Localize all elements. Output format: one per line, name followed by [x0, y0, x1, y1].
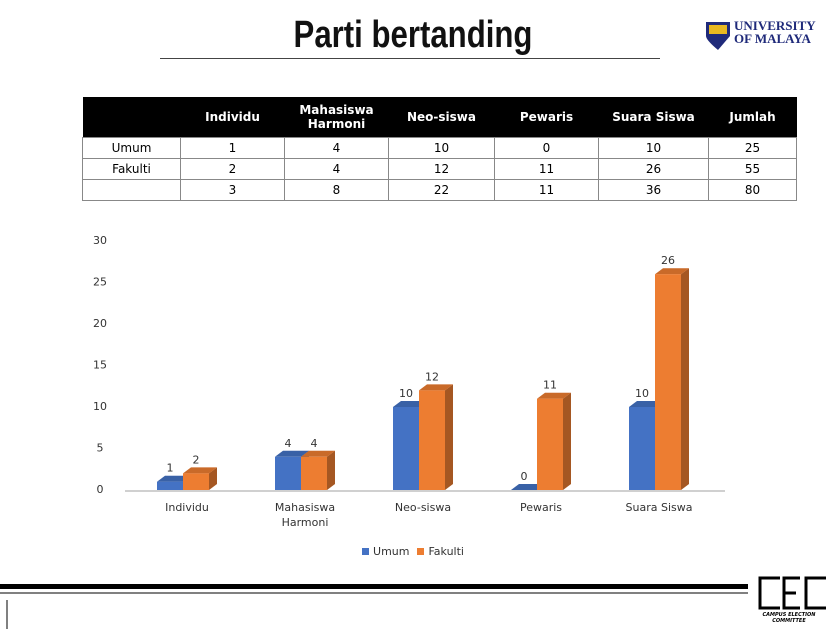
table-cell: 3: [180, 179, 285, 201]
bar: [537, 398, 563, 490]
table-row: Fakulti 2 4 12 11 26 55: [82, 158, 797, 180]
x-tick-label: Individu: [165, 501, 209, 514]
y-tick-label: 0: [97, 483, 104, 496]
bar-side: [563, 392, 571, 490]
logo-text: UNIVERSITY OF MALAYA: [734, 19, 816, 45]
table-row: Umum 1 4 10 0 10 25: [82, 137, 797, 159]
bar: [275, 456, 301, 490]
table-row: 3 8 22 11 36 80: [82, 179, 797, 201]
bar-top-shade: [183, 467, 217, 474]
x-tick-label: Mahasiswa Harmoni: [274, 501, 336, 529]
bar-side-shade: [681, 268, 689, 490]
legend-label: Umum: [373, 545, 410, 558]
header-row: Individu Mahasiswa Harmoni Neo-siswa Pewari…: [82, 97, 797, 138]
bar: [183, 473, 209, 490]
bar-top: [275, 450, 309, 457]
data-label: 11: [543, 379, 557, 392]
y-tick-label: 25: [93, 276, 107, 289]
data-label: 0: [521, 470, 528, 483]
bar: [157, 481, 183, 490]
legend-item: Fakulti: [417, 545, 464, 558]
data-label: 4: [311, 437, 318, 450]
footer-rule: [0, 584, 748, 589]
bar: [393, 407, 419, 490]
cec-caption: CAMPUS ELECTION COMMITTEE: [762, 612, 816, 624]
header-cell: Suara Siswa: [598, 97, 709, 138]
legend: Umum Fakulti: [0, 545, 826, 558]
bar-top: [537, 392, 571, 399]
header-cell: Individu: [180, 97, 285, 138]
bar-top-shade: [157, 475, 191, 482]
data-label: 2: [193, 453, 200, 466]
header-cell: Pewaris: [494, 97, 599, 138]
results-table: Individu Mahasiswa Harmoni Neo-siswa Pewari…: [82, 97, 797, 201]
bar-top: [393, 401, 427, 407]
legend-item: Umum: [362, 545, 409, 558]
bar: [629, 407, 655, 490]
bar-side-shade: [209, 467, 217, 490]
title-rule: [160, 58, 660, 59]
y-tick-label: 20: [93, 317, 107, 330]
bar-top-shade: [419, 384, 453, 391]
x-tick-label: Neo-siswa: [394, 501, 452, 514]
header-cell: Neo-siswa: [388, 97, 495, 138]
bar-top: [419, 384, 453, 391]
x-tick-label: Pewaris: [519, 501, 563, 514]
logo-shield-inner: [709, 25, 727, 34]
table-cell: 12: [388, 158, 495, 180]
legend-swatch: [362, 548, 370, 555]
bar-side: [209, 467, 217, 490]
x-tick-label: Suara Siswa: [625, 501, 693, 514]
bar-side: [327, 450, 335, 490]
logo-line: OF MALAYA: [734, 31, 811, 46]
table-body: Umum 1 4 10 0 10 25 Fakulti 2 4 12 11 26 55 3 8 22 11 36 80: [82, 137, 797, 201]
data-label: 10: [635, 387, 649, 400]
table-cell: 80: [708, 179, 797, 201]
bar-top-shade: [629, 401, 663, 407]
bar-side: [681, 268, 689, 490]
legend-label: Fakulti: [428, 545, 464, 558]
bar-side-shade: [563, 392, 571, 490]
header-cell: Mahasiswa Harmoni: [284, 97, 389, 138]
y-tick-label: 5: [97, 442, 104, 455]
data-label: 12: [425, 370, 439, 383]
bar-top-shade: [537, 392, 571, 399]
bar-side-shade: [445, 384, 453, 490]
table-cell: 36: [598, 179, 709, 201]
slide-title: Parti bertanding: [293, 14, 533, 56]
bar-top-shade: [655, 268, 689, 275]
cec-logo: [758, 576, 826, 610]
data-label: 1: [167, 462, 174, 475]
bar-top: [655, 268, 689, 275]
header-cell: Jumlah: [708, 97, 797, 138]
bar: [419, 390, 445, 490]
bar-side: [445, 384, 453, 490]
table-cell: 11: [494, 179, 599, 201]
data-label: 10: [399, 387, 413, 400]
logo-line: UNIVERSITY: [734, 18, 816, 33]
bar-top-shade: [301, 450, 335, 457]
bar-top-shade: [511, 484, 545, 490]
bar: [655, 274, 681, 490]
y-tick-label: 15: [93, 359, 107, 372]
data-label: 26: [661, 254, 675, 267]
bar-side-shade: [327, 450, 335, 490]
bar-top-shade: [275, 450, 309, 457]
y-tick-label: 30: [93, 234, 107, 247]
bar-top: [511, 484, 545, 490]
bar: [301, 456, 327, 490]
legend-swatch: [417, 548, 425, 555]
y-tick-label: 10: [93, 400, 107, 413]
bar-top: [157, 475, 191, 482]
data-label: 4: [285, 437, 292, 450]
bar-top: [301, 450, 335, 457]
table-cell: 22: [388, 179, 495, 201]
bar-top: [629, 401, 663, 407]
bar-top-shade: [393, 401, 427, 407]
table-cell: 26: [598, 158, 709, 180]
bar-top: [183, 467, 217, 474]
header-cell: [82, 97, 181, 138]
